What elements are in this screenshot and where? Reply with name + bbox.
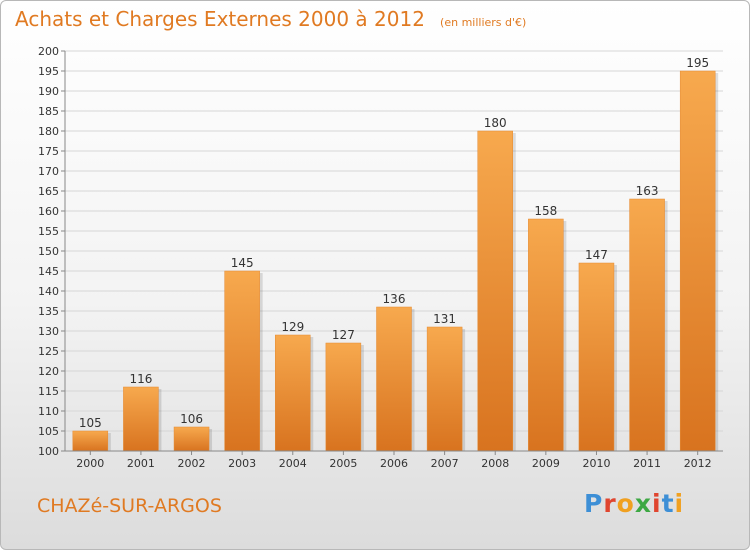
x-tick-label: 2005 [329,457,357,470]
data-label: 145 [231,256,254,270]
data-label: 136 [383,292,406,306]
y-tick-label: 175 [38,145,59,158]
x-tick-label: 2007 [431,457,459,470]
data-label: 127 [332,328,355,342]
y-tick-label: 100 [38,445,59,458]
bar-2009 [528,218,564,452]
logo-letter: P [584,489,604,518]
chart-subtitle: (en milliers d'€) [440,16,527,29]
x-tick-label: 2009 [532,457,560,470]
y-tick-label: 165 [38,185,59,198]
x-tick-label: 2010 [582,457,610,470]
y-tick-label: 155 [38,225,59,238]
x-tick-label: 2004 [279,457,307,470]
data-label: 105 [79,416,102,430]
x-tick-label: 2012 [684,457,712,470]
data-label: 163 [636,184,659,198]
title-row: Achats et Charges Externes 2000 à 2012 (… [15,7,526,31]
logo-letter: o [616,489,635,518]
data-label: 129 [281,320,304,334]
data-label: 180 [484,116,507,130]
y-tick-label: 130 [38,325,59,338]
y-tick-label: 170 [38,165,59,178]
bar-2011 [629,198,665,452]
logo-letter: r [603,489,617,518]
bar-2012 [679,70,716,452]
y-tick-label: 135 [38,305,59,318]
y-tick-label: 180 [38,125,59,138]
bar-2005 [325,342,362,452]
y-tick-label: 160 [38,205,59,218]
bar-2004 [275,334,311,452]
bar-2006 [376,306,412,452]
data-label: 195 [686,56,709,70]
data-label: 106 [180,412,203,426]
x-tick-label: 2003 [228,457,256,470]
bar-2008 [477,130,513,452]
x-tick-label: 2000 [76,457,104,470]
y-tick-label: 190 [38,85,59,98]
data-label: 116 [129,372,152,386]
y-tick-label: 200 [38,45,59,58]
data-label: 147 [585,248,608,262]
bar-2003 [224,270,260,452]
y-tick-label: 105 [38,425,59,438]
chart-title: Achats et Charges Externes 2000 à 2012 [15,7,425,31]
logo-letter: x [634,489,652,518]
y-tick-label: 125 [38,345,59,358]
logo-letter: i [652,489,662,518]
bar-2002 [173,426,210,452]
bar-2001 [123,386,159,452]
logo-letter: t [661,489,675,518]
axes: 100 105 110 115 120 125 130 135 140 145 150 155 160 1… [38,45,723,470]
bar-2000 [72,430,109,452]
y-tick-label: 145 [38,265,59,278]
x-tick-label: 2006 [380,457,408,470]
proxiti-logo[interactable]: Proxiti [584,489,684,518]
y-tick-label: 140 [38,285,59,298]
y-tick-label: 115 [38,385,59,398]
x-tick-label: 2011 [633,457,661,470]
data-label: 158 [534,204,557,218]
y-tick-label: 195 [38,65,59,78]
logo-letter: i [674,489,685,518]
x-tick-label: 2008 [481,457,509,470]
x-tick-label: 2002 [178,457,206,470]
bar-2007 [426,326,463,452]
bar-2010 [578,262,615,452]
y-tick-label: 150 [38,245,59,258]
y-tick-label: 120 [38,365,59,378]
data-label: 131 [433,312,456,326]
town-name: CHAZé-SUR-ARGOS [37,495,222,517]
bars: 105 116 106 145 129 127 136 131 180 158 147 163 195 [72,56,719,452]
y-tick-label: 185 [38,105,59,118]
y-tick-label: 110 [38,405,59,418]
x-tick-label: 2001 [127,457,155,470]
